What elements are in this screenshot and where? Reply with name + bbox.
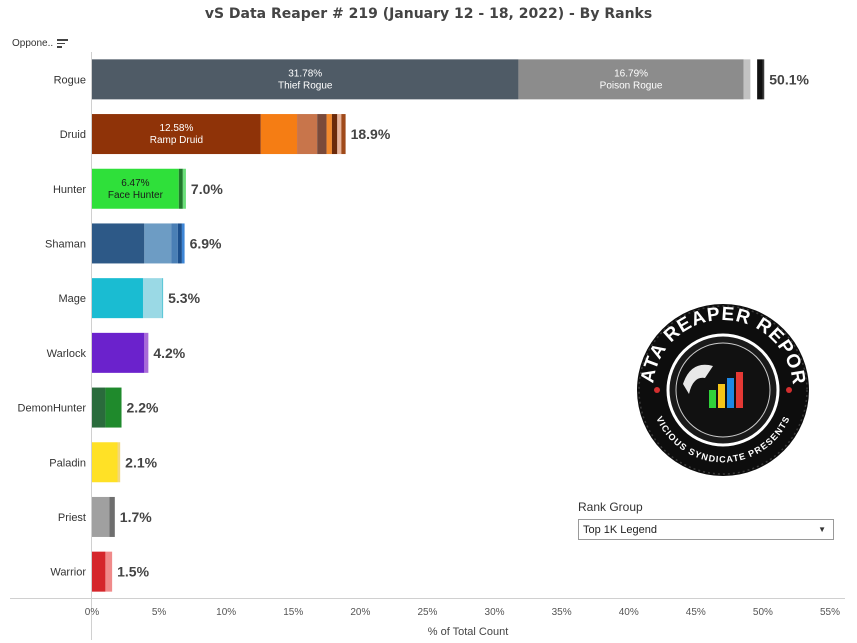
bar-segment[interactable]	[92, 332, 145, 373]
bar-segment[interactable]	[92, 551, 106, 592]
rank-group-dropdown[interactable]: Top 1K Legend ▼	[578, 519, 834, 540]
category-label: Paladin	[49, 457, 86, 469]
x-tick-label: 10%	[216, 607, 236, 618]
segment-percent-label: 12.58%	[159, 123, 193, 134]
category-label: Priest	[58, 512, 86, 524]
data-reaper-logo: DATA REAPER REPORT VICIOUS SYNDICATE PRE…	[637, 304, 809, 476]
segment-deck-label: Poison Rogue	[600, 80, 663, 91]
bar-segment[interactable]	[743, 59, 751, 100]
bar-segment[interactable]	[260, 114, 298, 155]
bar-total-label: 1.7%	[120, 509, 152, 525]
segment-percent-label: 6.47%	[121, 178, 149, 189]
category-label: Hunter	[53, 184, 86, 196]
x-axis-ticks: 0% 5% 10% 15% 20% 25% 30% 35% 40% 45% 50% 55%	[85, 607, 840, 618]
bar-segment[interactable]	[109, 496, 115, 537]
category-label: Rogue	[54, 74, 86, 86]
bar-segment[interactable]	[331, 114, 338, 155]
bar-total-label: 5.3%	[168, 290, 200, 306]
bar-segment[interactable]	[341, 114, 346, 155]
bar-total-label: 2.2%	[127, 400, 159, 416]
x-tick-label: 25%	[417, 607, 437, 618]
bar-segment[interactable]	[92, 114, 261, 155]
x-axis-label: % of Total Count	[428, 626, 509, 638]
bar-total-label: 4.2%	[153, 345, 185, 361]
category-label: Druid	[60, 129, 86, 141]
bar-segment[interactable]	[92, 168, 179, 209]
rank-group-selected: Top 1K Legend	[583, 523, 658, 536]
bar-segment[interactable]	[182, 168, 186, 209]
x-tick-label: 30%	[485, 607, 505, 618]
segment-percent-label: 16.79%	[614, 68, 648, 79]
bar-segment[interactable]	[92, 59, 519, 100]
bar-segment[interactable]	[337, 114, 342, 155]
category-label: Warrior	[50, 567, 86, 579]
x-tick-label: 20%	[350, 607, 370, 618]
rank-group-label: Rank Group	[578, 500, 643, 514]
category-label: Warlock	[47, 348, 87, 360]
opponent-column-header[interactable]: Oppone..	[12, 38, 69, 49]
sort-icon[interactable]	[57, 39, 69, 48]
segment-deck-label: Face Hunter	[108, 190, 164, 201]
bar-segment[interactable]	[757, 59, 763, 100]
grid-lines	[10, 52, 845, 640]
bar-segment[interactable]	[144, 332, 149, 373]
x-tick-label: 50%	[753, 607, 773, 618]
x-tick-label: 5%	[152, 607, 167, 618]
bar-segment[interactable]	[92, 496, 110, 537]
bar-segment[interactable]	[142, 278, 162, 319]
bar-segment[interactable]	[161, 278, 164, 319]
segment-percent-label: 31.78%	[288, 68, 322, 79]
logo-bars-icon	[709, 372, 743, 408]
segment-deck-label: Thief Rogue	[278, 80, 333, 91]
bar-segment[interactable]	[326, 114, 332, 155]
bar-segment[interactable]	[177, 223, 182, 264]
bar-segment[interactable]	[92, 387, 106, 428]
category-label: Mage	[58, 293, 86, 305]
bar-segment[interactable]	[762, 59, 765, 100]
bar-segment[interactable]	[92, 278, 143, 319]
bar-total-label: 1.5%	[117, 564, 149, 580]
x-tick-label: 35%	[552, 607, 572, 618]
bars: 31.78%Thief Rogue 16.79%Poison Rogue 50.1%…	[92, 59, 809, 592]
x-tick-label: 0%	[85, 607, 100, 618]
bar-segment[interactable]	[144, 223, 172, 264]
category-label: DemonHunter	[18, 403, 87, 415]
category-label: Shaman	[45, 238, 86, 250]
bar-segment[interactable]	[750, 59, 758, 100]
x-tick-label: 15%	[283, 607, 303, 618]
bar-total-label: 7.0%	[191, 181, 223, 197]
bar-segment[interactable]	[92, 442, 118, 483]
bar-segment[interactable]	[105, 551, 113, 592]
segment-deck-label: Ramp Druid	[150, 135, 203, 146]
bar-segment[interactable]	[92, 223, 145, 264]
category-labels: Rogue Druid Hunter Shaman Mage Warlock DemonHu…	[18, 74, 87, 578]
opponent-header-label: Oppone..	[12, 38, 54, 49]
bar-total-label: 6.9%	[190, 235, 222, 251]
bar-total-label: 18.9%	[351, 126, 391, 142]
bar-segment[interactable]	[178, 168, 183, 209]
bar-segment[interactable]	[105, 387, 122, 428]
x-tick-label: 40%	[619, 607, 639, 618]
bar-segment[interactable]	[317, 114, 327, 155]
bar-total-label: 2.1%	[125, 454, 157, 470]
bar-segment[interactable]	[297, 114, 318, 155]
bar-segment[interactable]	[117, 442, 121, 483]
bar-segment[interactable]	[181, 223, 185, 264]
bar-total-label: 50.1%	[769, 71, 809, 87]
chevron-down-icon[interactable]: ▼	[818, 525, 826, 534]
chart-title: vS Data Reaper # 219 (January 12 - 18, 2…	[204, 6, 653, 22]
bar-segment[interactable]	[171, 223, 178, 264]
rank-group-filter: Rank Group Top 1K Legend ▼	[578, 500, 834, 540]
x-tick-label: 45%	[686, 607, 706, 618]
x-tick-label: 55%	[820, 607, 840, 618]
bar-segment[interactable]	[518, 59, 744, 100]
